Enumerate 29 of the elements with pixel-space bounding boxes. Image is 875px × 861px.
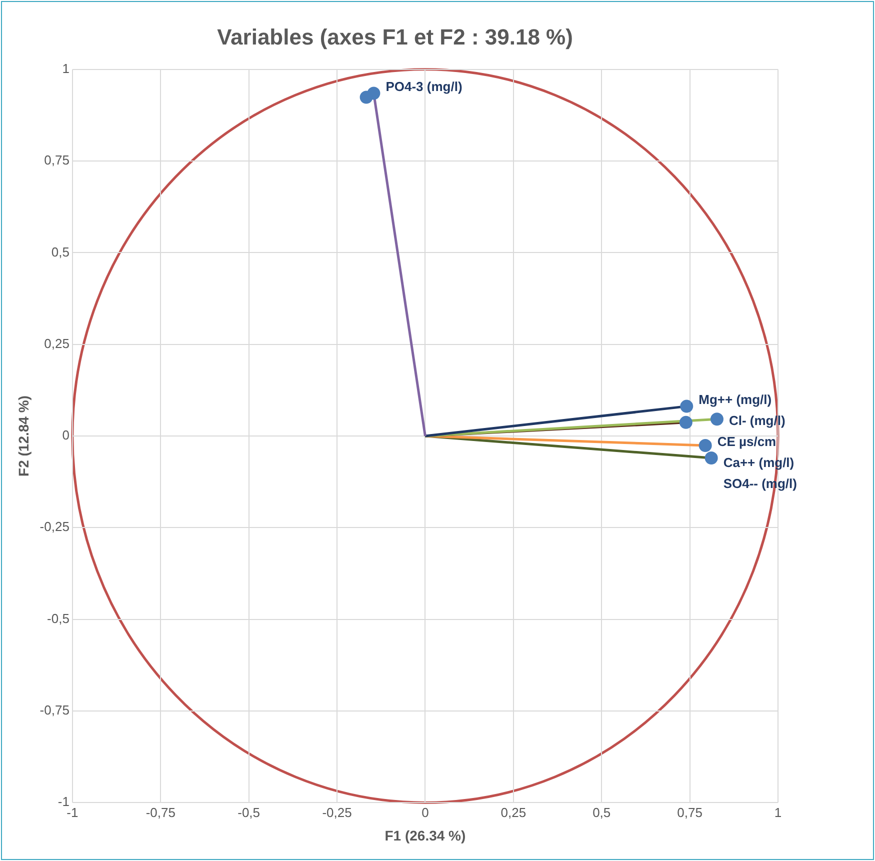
series-label: PO4-3 (mg/l) <box>386 78 462 94</box>
point <box>698 439 712 452</box>
y-tick-label: 0,25 <box>44 336 70 351</box>
x-axis-title: F1 (26.34 %) <box>384 827 466 844</box>
point <box>680 400 694 413</box>
point <box>710 412 724 426</box>
x-tick-label: 0,5 <box>592 804 611 820</box>
x-tick-label: 0 <box>422 804 429 820</box>
point <box>679 416 692 429</box>
y-tick-label: 0,5 <box>51 244 70 260</box>
y-tick-label: 0 <box>62 428 70 443</box>
text: CE µs/cm <box>717 434 776 449</box>
y-tick-label: -1 <box>58 794 70 810</box>
y-tick-label: -0,5 <box>47 610 70 626</box>
x-tick-label: 0,75 <box>677 804 702 820</box>
x-tick-label: 0,25 <box>500 804 526 820</box>
y-tick-label: -0,25 <box>40 519 70 534</box>
x-tick-label: -0,75 <box>146 804 176 820</box>
series-label: Mg++ (mg/l) <box>698 392 772 407</box>
x-tick-label: -0,5 <box>238 804 260 820</box>
y-tick-label: 1 <box>62 60 70 76</box>
x-tick-label: 1 <box>774 804 782 820</box>
point <box>704 451 718 464</box>
y-tick-label: -0,75 <box>40 702 70 718</box>
y-tick-label: 0,75 <box>44 152 70 168</box>
x-tick-label: -0,25 <box>322 804 352 820</box>
y-axis-title: F2 (12.84 %) <box>15 396 32 476</box>
chart-title: Variables (axes F1 et F2 : 39.18 %) <box>217 24 573 50</box>
point <box>360 90 373 104</box>
